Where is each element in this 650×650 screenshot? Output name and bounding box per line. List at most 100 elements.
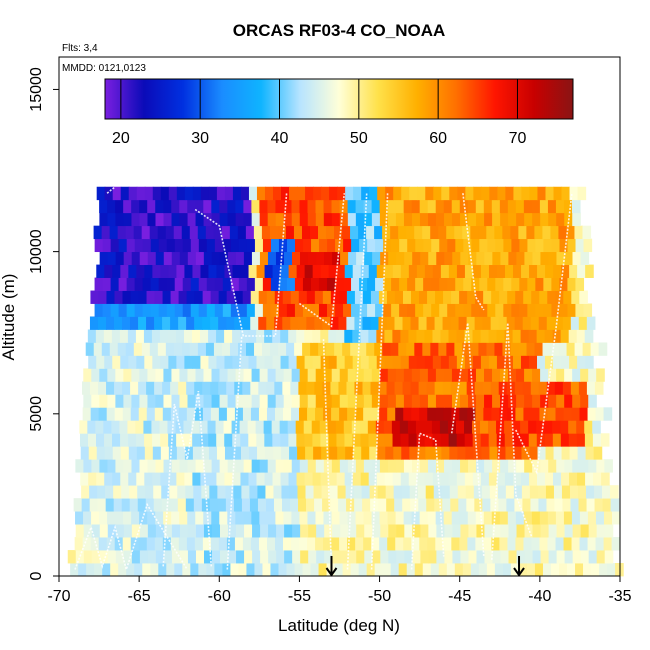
heatmap-cell — [296, 264, 306, 278]
heatmap-cell — [117, 225, 127, 240]
heatmap-cell — [299, 212, 309, 227]
heatmap-cell — [402, 498, 411, 512]
heatmap-cell — [99, 524, 109, 538]
heatmap-cell — [387, 212, 397, 227]
heatmap-cell — [260, 524, 269, 538]
heatmap-cell — [276, 524, 285, 538]
heatmap-cell — [426, 498, 435, 512]
heatmap-cell — [250, 290, 260, 304]
heatmap-cell — [287, 420, 297, 434]
heatmap-cell — [235, 199, 244, 214]
heatmap-cell — [553, 186, 563, 201]
heatmap-cell — [344, 472, 354, 486]
heatmap-cell — [440, 355, 450, 369]
heatmap-cell — [419, 199, 429, 214]
heatmap-cell — [548, 459, 557, 473]
heatmap-cell — [163, 550, 173, 564]
heatmap-cell — [251, 199, 260, 214]
heatmap-cell — [520, 420, 529, 434]
heatmap-cell — [83, 524, 93, 538]
heatmap-cell — [70, 563, 79, 577]
heatmap-cell — [105, 485, 114, 499]
heatmap-cell — [448, 355, 458, 369]
heatmap-cell — [161, 485, 170, 499]
heatmap-cell — [147, 199, 156, 214]
heatmap-cell — [427, 511, 437, 525]
heatmap-cell — [460, 251, 469, 266]
heatmap-cell — [507, 537, 517, 551]
heatmap-cell — [104, 355, 113, 369]
heatmap-cell — [75, 524, 85, 538]
heatmap-cell — [307, 407, 316, 421]
heatmap-cell — [369, 485, 379, 499]
heatmap-cell — [218, 381, 227, 395]
heatmap-cell — [102, 563, 111, 577]
heatmap-cell — [473, 186, 482, 201]
heatmap-cell — [286, 342, 295, 356]
heatmap-cell — [403, 368, 413, 382]
heatmap-cell — [90, 537, 100, 551]
heatmap-cell — [224, 433, 233, 447]
heatmap-cell — [548, 550, 558, 564]
heatmap-cell — [112, 433, 121, 447]
heatmap-cell — [594, 381, 604, 395]
colorbar-tick-label: 60 — [429, 130, 447, 147]
heatmap-cell — [587, 407, 597, 421]
heatmap-cell — [296, 355, 306, 369]
heatmap-cell — [446, 563, 456, 577]
heatmap-cell — [523, 290, 532, 304]
heatmap-cell — [534, 563, 544, 577]
heatmap-cell — [383, 277, 392, 291]
heatmap-cell — [162, 407, 172, 421]
heatmap-cell — [472, 264, 482, 278]
heatmap-cell — [359, 277, 368, 291]
heatmap-cell — [440, 433, 450, 447]
heatmap-cell — [360, 472, 370, 486]
heatmap-cell — [428, 524, 437, 538]
heatmap-cell — [378, 498, 387, 512]
heatmap-cell — [280, 355, 290, 369]
heatmap-cell — [508, 524, 518, 538]
heatmap-cell — [315, 212, 325, 227]
heatmap-cell — [411, 368, 421, 382]
heatmap-cell — [529, 186, 539, 201]
heatmap-cell — [586, 381, 596, 395]
heatmap-cell — [163, 212, 173, 227]
heatmap-cell — [447, 303, 456, 317]
heatmap-cell — [174, 303, 184, 317]
heatmap-cell — [283, 212, 293, 227]
heatmap-cell — [419, 459, 429, 473]
heatmap-cell — [366, 225, 375, 240]
heatmap-cell — [370, 316, 380, 330]
heatmap-cell — [234, 407, 244, 421]
heatmap-cell — [114, 290, 124, 304]
heatmap-cell — [168, 472, 177, 486]
heatmap-cell — [192, 264, 202, 278]
heatmap-cell — [240, 264, 250, 278]
heatmap-cell — [154, 407, 164, 421]
heatmap-cell — [547, 407, 557, 421]
heatmap-cell — [232, 355, 242, 369]
heatmap-cell — [355, 394, 365, 408]
heatmap-cell — [366, 342, 375, 356]
heatmap-cell — [331, 394, 341, 408]
heatmap-cell — [385, 485, 395, 499]
heatmap-cell — [101, 342, 111, 356]
heatmap-cell — [123, 550, 133, 564]
heatmap-cell — [185, 498, 195, 512]
heatmap-cell — [294, 563, 304, 577]
heatmap-cell — [395, 199, 405, 214]
heatmap-cell — [411, 459, 421, 473]
heatmap-cell — [273, 446, 282, 460]
heatmap-cell — [96, 355, 105, 369]
heatmap-cell — [88, 446, 98, 460]
heatmap-cell — [198, 303, 208, 317]
heatmap-cell — [83, 511, 92, 525]
heatmap-cell — [218, 407, 228, 421]
heatmap-cell — [393, 446, 402, 460]
heatmap-cell — [264, 355, 274, 369]
heatmap-cell — [332, 251, 341, 266]
heatmap-cell — [353, 186, 362, 201]
heatmap-cell — [559, 238, 569, 253]
heatmap-cell — [182, 238, 192, 253]
